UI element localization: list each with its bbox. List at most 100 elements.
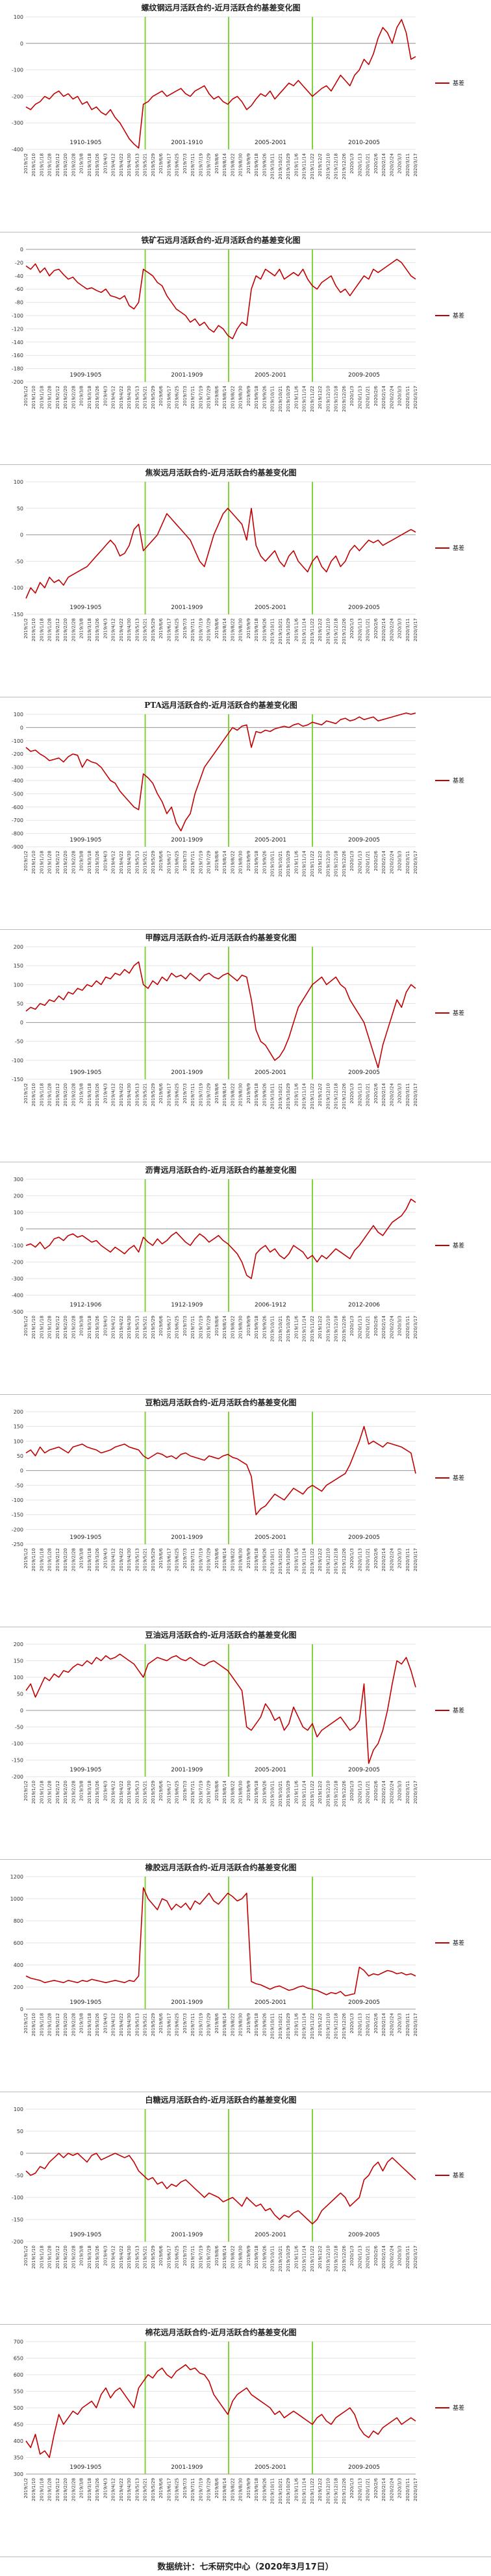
x-tick-label: 2019/12/2 [318, 1548, 323, 1571]
contract-pair-label: 2001-1909 [171, 1069, 203, 1076]
x-tick-label: 2019/11/22 [310, 1316, 315, 1342]
x-tick-label: 2019/4/3 [103, 1316, 108, 1336]
y-tick-label: -100 [12, 68, 23, 73]
x-tick-label: 2019/6/25 [175, 2013, 180, 2036]
x-tick-label: 2020/2/14 [381, 1780, 386, 1803]
x-tick-label: 2019/1/2 [23, 153, 29, 173]
contract-pair-label: 1912-1909 [171, 1302, 203, 1308]
x-tick-label: 2019/7/3 [183, 1316, 188, 1336]
legend-label: 基差 [453, 79, 464, 87]
x-tick-label: 2019/9/26 [262, 2245, 267, 2268]
x-tick-label: 2019/8/6 [214, 1315, 220, 1336]
x-tick-label: 2019/2/20 [63, 1083, 68, 1107]
y-tick-label: -200 [12, 1527, 23, 1532]
y-tick-label: -200 [12, 751, 23, 757]
x-tick-label: 2020/2/14 [381, 618, 386, 641]
x-tick-label: 2019/8/22 [230, 1781, 235, 1804]
x-tick-label: 2019/10/11 [270, 1548, 275, 1574]
x-tick-label: 2019/4/30 [127, 851, 132, 874]
contract-pair-label: 2001-1909 [171, 2232, 203, 2238]
x-tick-label: 2019/11/14 [302, 153, 307, 179]
x-tick-label: 2019/1/10 [31, 2013, 36, 2036]
x-tick-label: 2019/4/3 [103, 153, 108, 173]
x-tick-label: 2020/3/3 [397, 1781, 403, 1801]
contract-pair-label: 2005-2001 [255, 2232, 286, 2238]
x-tick-label: 2020/2/24 [389, 153, 394, 176]
x-tick-label: 2019/3/18 [87, 2478, 92, 2501]
y-tick-label: -50 [15, 1725, 23, 1731]
y-tick-label: -100 [12, 1058, 23, 1064]
x-tick-label: 2019/7/11 [190, 1083, 195, 1107]
x-tick-label: 2019/3/18 [87, 2013, 92, 2036]
x-tick-label: 2019/1/10 [31, 1083, 36, 1107]
contract-pair-label: 1912-1906 [69, 1302, 101, 1308]
basis-series-line [25, 1653, 416, 1764]
x-tick-label: 2019/7/29 [207, 851, 212, 874]
x-tick-label: 2019/9/18 [254, 2013, 259, 2036]
x-tick-label: 2020/1/13 [357, 1548, 362, 1571]
x-tick-label: 2019/6/17 [166, 1548, 171, 1571]
x-tick-label: 2019/4/12 [111, 1548, 116, 1571]
x-tick-label: 2019/2/12 [55, 1316, 60, 1339]
x-tick-label: 2019/6/17 [166, 1316, 171, 1339]
contract-pair-label: 1910-1905 [69, 140, 101, 146]
x-tick-label: 2019/9/9 [246, 1083, 251, 1103]
x-tick-label: 2020/2/6 [373, 1315, 379, 1336]
x-tick-label: 2019/3/8 [79, 1548, 84, 1568]
x-tick-label: 2019/3/26 [95, 618, 100, 641]
x-tick-label: 2019/7/29 [207, 618, 212, 642]
x-tick-label: 2019/6/6 [158, 385, 164, 406]
basis-chart-panel: 螺纹钢远月活跃合约-近月活跃合约基差变化图 100 0 -100 -200 -300 -40… [0, 0, 491, 232]
y-tick-label: 200 [14, 1642, 23, 1647]
x-tick-label: 2019/6/25 [175, 1781, 180, 1804]
x-tick-label: 2019/8/22 [230, 153, 235, 177]
x-tick-label: 2019/6/17 [166, 851, 171, 874]
x-tick-label: 2019/8/30 [238, 1781, 244, 1804]
x-tick-label: 2020/3/11 [405, 2013, 410, 2036]
x-tick-label: 2020/1/3 [349, 2478, 355, 2498]
x-tick-label: 2019/2/12 [55, 618, 60, 642]
x-tick-label: 2019/8/22 [230, 2013, 235, 2036]
x-tick-label: 2019/1/28 [47, 1083, 53, 1107]
x-tick-label: 2019/1/2 [23, 2245, 29, 2266]
x-tick-label: 2019/8/30 [238, 851, 244, 874]
x-tick-label: 2019/10/21 [278, 851, 283, 877]
x-tick-label: 2020/3/11 [405, 1548, 410, 1571]
x-tick-label: 2019/1/28 [47, 2013, 53, 2036]
x-tick-label: 2019/4/30 [127, 2245, 132, 2269]
x-tick-label: 2019/12/26 [342, 385, 347, 412]
x-tick-label: 2019/8/6 [214, 850, 220, 871]
x-tick-label: 2019/10/11 [270, 1316, 275, 1342]
contract-pair-label: 2001-1909 [171, 1999, 203, 2006]
x-tick-label: 2020/2/14 [381, 1315, 386, 1338]
x-tick-label: 2020/3/17 [413, 1781, 418, 1804]
x-tick-label: 2019/2/20 [63, 386, 68, 409]
x-tick-label: 2019/8/6 [214, 2012, 220, 2033]
x-tick-label: 2019/11/14 [302, 1547, 307, 1574]
x-tick-label: 2019/6/17 [166, 386, 171, 409]
x-tick-label: 2019/1/2 [23, 851, 29, 871]
x-tick-label: 2019/12/2 [318, 618, 323, 642]
basis-chart: 甲醇远月活跃合约-近月活跃合约基差变化图 200 150 100 50 0 -50 -100 -… [0, 932, 491, 1162]
x-tick-label: 2019/12/2 [318, 2478, 323, 2501]
x-tick-label: 2019/5/21 [143, 2478, 148, 2501]
x-tick-label: 2019/11/22 [310, 1781, 315, 1807]
x-tick-label: 2019/8/30 [238, 1548, 244, 1571]
x-tick-label: 2019/9/26 [262, 1315, 267, 1338]
x-tick-label: 2020/1/3 [349, 1316, 355, 1336]
x-tick-label: 2019/2/12 [55, 851, 60, 874]
contract-pair-label: 2009-2005 [348, 1534, 380, 1541]
x-tick-label: 2019/10/21 [278, 618, 283, 644]
x-tick-label: 2019/12/2 [318, 851, 323, 874]
x-tick-label: 2019/3/8 [79, 1781, 84, 1801]
legend-label: 基差 [453, 777, 464, 784]
x-tick-label: 2019/6/6 [158, 2012, 164, 2033]
basis-chart-panel: 豆油远月活跃合约-近月活跃合约基差变化图 200 150 100 50 0 -50 -100 -… [0, 1627, 491, 1860]
x-tick-label: 2019/4/12 [111, 2245, 116, 2269]
x-tick-label: 2019/12/10 [325, 153, 331, 179]
x-tick-label: 2019/10/21 [278, 2478, 283, 2504]
x-tick-label: 2020/1/3 [349, 1083, 355, 1103]
x-tick-label: 2020/1/21 [366, 386, 371, 409]
x-tick-label: 2019/2/12 [55, 1083, 60, 1107]
x-tick-label: 2019/8/14 [222, 2012, 227, 2036]
